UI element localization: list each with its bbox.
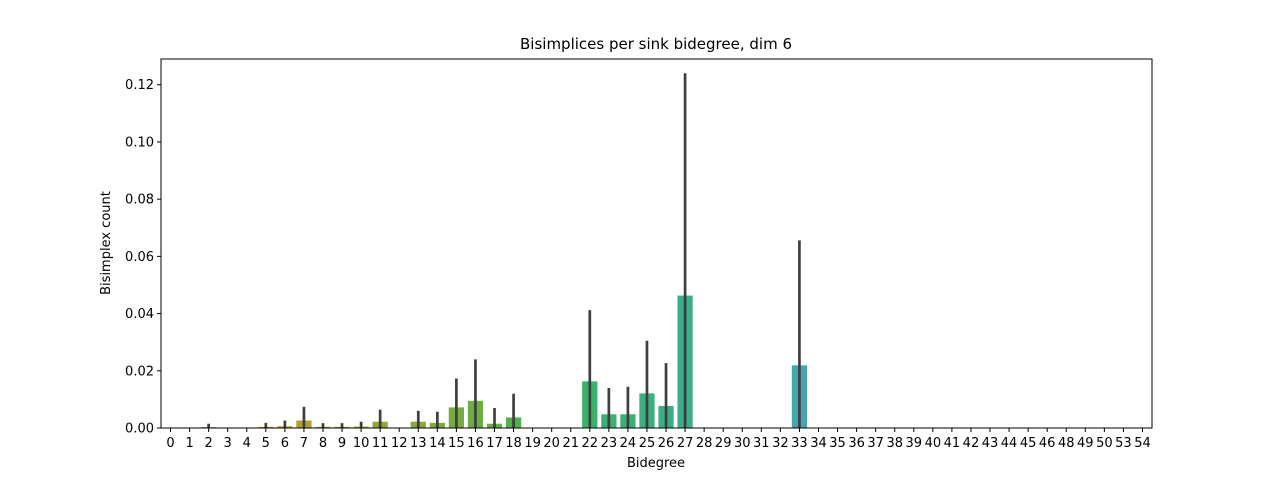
x-tick-label-39: 39 bbox=[906, 436, 923, 451]
x-tick-label-0: 0 bbox=[166, 436, 174, 451]
x-tick-label-29: 29 bbox=[715, 436, 732, 451]
x-tick-label-34: 34 bbox=[810, 436, 827, 451]
x-tick-label-45: 45 bbox=[1020, 436, 1037, 451]
x-tick-label-6: 6 bbox=[281, 436, 289, 451]
x-tick-label-32: 32 bbox=[772, 436, 789, 451]
x-tick-label-44: 44 bbox=[1001, 436, 1018, 451]
x-tick-label-53: 53 bbox=[1115, 436, 1132, 451]
x-tick-label-4: 4 bbox=[243, 436, 251, 451]
x-tick-label-13: 13 bbox=[410, 436, 427, 451]
x-tick-label-15: 15 bbox=[448, 436, 465, 451]
x-tick-label-46: 46 bbox=[1039, 436, 1056, 451]
x-tick-label-7: 7 bbox=[300, 436, 308, 451]
x-tick-label-28: 28 bbox=[696, 436, 713, 451]
x-tick-label-17: 17 bbox=[486, 436, 503, 451]
y-tick-label-0.06: 0.06 bbox=[125, 250, 154, 265]
x-tick-label-24: 24 bbox=[620, 436, 637, 451]
x-tick-label-23: 23 bbox=[601, 436, 618, 451]
x-tick-label-12: 12 bbox=[391, 436, 408, 451]
x-tick-label-26: 26 bbox=[658, 436, 675, 451]
x-tick-label-19: 19 bbox=[524, 436, 541, 451]
x-tick-label-22: 22 bbox=[582, 436, 599, 451]
x-tick-label-41: 41 bbox=[944, 436, 961, 451]
x-tick-label-31: 31 bbox=[753, 436, 770, 451]
y-tick-label-0.04: 0.04 bbox=[125, 307, 154, 322]
y-tick-label-0.02: 0.02 bbox=[125, 364, 154, 379]
x-tick-label-36: 36 bbox=[848, 436, 865, 451]
plot-frame bbox=[160, 58, 1153, 429]
x-tick-label-43: 43 bbox=[982, 436, 999, 451]
y-tick-label-0.08: 0.08 bbox=[125, 193, 154, 208]
x-tick-label-50: 50 bbox=[1096, 436, 1113, 451]
x-tick-label-8: 8 bbox=[319, 436, 327, 451]
x-tick-label-27: 27 bbox=[677, 436, 694, 451]
x-tick-label-9: 9 bbox=[338, 436, 346, 451]
x-tick-label-1: 1 bbox=[185, 436, 193, 451]
error-bars-group bbox=[207, 73, 801, 428]
x-tick-label-3: 3 bbox=[224, 436, 232, 451]
x-axis-label: Bidegree bbox=[627, 456, 685, 471]
x-tick-label-10: 10 bbox=[353, 436, 370, 451]
x-tick-label-16: 16 bbox=[467, 436, 484, 451]
y-axis-label: Bisimplex count bbox=[99, 191, 114, 295]
bars-group bbox=[201, 295, 808, 428]
y-tick-label-0.12: 0.12 bbox=[125, 78, 154, 93]
x-tick-label-30: 30 bbox=[734, 436, 751, 451]
x-axis: 0 1 2 3 4 5 6 7 8 9 10 11 12 13 14 15 16 17 18 19 20 21 22 23 24… bbox=[166, 428, 1151, 451]
y-tick-label-0.00: 0.00 bbox=[125, 422, 154, 437]
x-tick-label-18: 18 bbox=[505, 436, 522, 451]
x-tick-label-38: 38 bbox=[886, 436, 903, 451]
chart-title: Bisimplices per sink bidegree, dim 6 bbox=[520, 35, 792, 53]
x-tick-label-35: 35 bbox=[829, 436, 846, 451]
x-tick-label-11: 11 bbox=[372, 436, 389, 451]
x-tick-label-37: 37 bbox=[867, 436, 884, 451]
x-tick-label-42: 42 bbox=[963, 436, 980, 451]
x-tick-label-14: 14 bbox=[429, 436, 446, 451]
x-tick-label-21: 21 bbox=[562, 436, 579, 451]
x-tick-label-5: 5 bbox=[262, 436, 270, 451]
x-tick-label-54: 54 bbox=[1134, 436, 1151, 451]
x-tick-label-49: 49 bbox=[1077, 436, 1094, 451]
x-tick-label-33: 33 bbox=[791, 436, 808, 451]
x-tick-label-25: 25 bbox=[639, 436, 656, 451]
x-tick-label-48: 48 bbox=[1058, 436, 1075, 451]
y-tick-label-0.10: 0.10 bbox=[125, 135, 154, 150]
y-axis: 0.00 0.02 0.04 0.06 0.08 0.10 0.12 bbox=[125, 78, 161, 437]
x-tick-label-2: 2 bbox=[204, 436, 212, 451]
x-tick-label-20: 20 bbox=[543, 436, 560, 451]
x-tick-label-40: 40 bbox=[925, 436, 942, 451]
